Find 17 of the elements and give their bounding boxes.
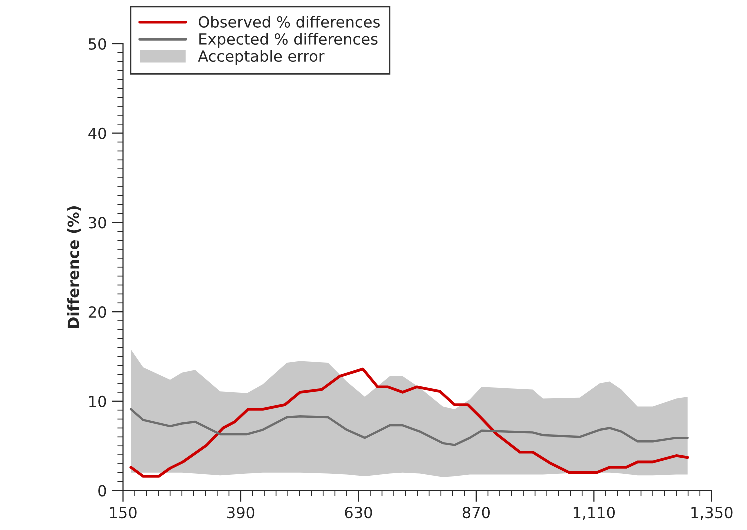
x-tick-label: 630 [345,507,372,519]
y-tick-label: 50 [89,38,106,50]
x-tick-label: 390 [228,507,255,519]
annotation: Acceptable error [198,50,325,66]
x-tick-label: 870 [462,507,490,519]
y-tick-label: 0 [98,485,106,497]
line-series [130,408,689,446]
x-tick-label: 150 [110,507,137,519]
y-tick-label: 10 [90,396,106,408]
y-axis-title: Difference (%) [68,206,82,328]
y-tick-label: 40 [88,128,106,140]
x-tick-label: 1,110 [574,507,616,520]
y-tick-label: 20 [88,306,106,318]
x-tick-label: 1,350 [692,507,733,520]
y-tick-label: 30 [89,217,106,229]
legend-label: Observed % differences [198,16,380,28]
legend-label: Expected % differences [200,33,378,48]
